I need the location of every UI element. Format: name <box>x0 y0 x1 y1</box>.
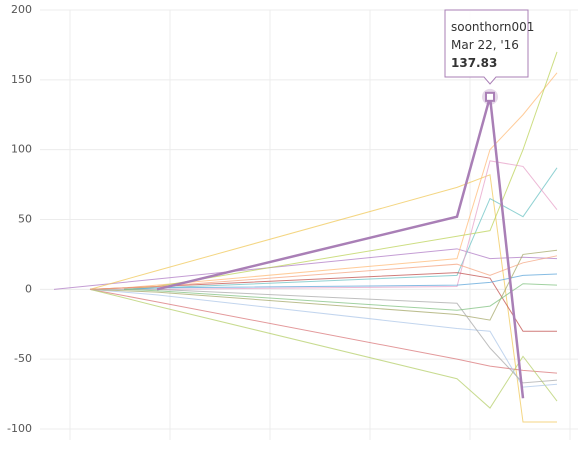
y-tick-label: 50 <box>18 213 32 226</box>
vertical-grid <box>69 10 571 440</box>
tooltip-box <box>444 9 529 85</box>
line <box>89 174 557 423</box>
y-tick-label: 100 <box>11 143 32 156</box>
line <box>89 255 558 290</box>
highlighted-line <box>156 96 525 399</box>
line <box>123 273 558 290</box>
line <box>123 167 558 290</box>
y-tick-label: 200 <box>11 3 32 16</box>
line <box>89 288 558 409</box>
point-marker <box>485 91 495 102</box>
tooltip-name: soonthorn001 <box>451 20 534 34</box>
line <box>89 288 558 388</box>
y-tick-label: -50 <box>14 352 32 365</box>
line <box>123 283 558 311</box>
tooltip: soonthorn001 Mar 22, '16 137.83 <box>444 9 534 85</box>
tooltip-date: Mar 22, '16 <box>451 38 519 52</box>
line <box>90 288 558 384</box>
y-tick-label: 0 <box>25 282 32 295</box>
y-tick-label: -100 <box>7 422 32 435</box>
tooltip-value: 137.83 <box>451 56 497 70</box>
line <box>89 288 558 374</box>
y-tick-label: 150 <box>11 73 32 86</box>
line <box>53 248 558 290</box>
line <box>156 160 558 290</box>
line <box>89 249 558 321</box>
line <box>123 51 558 290</box>
